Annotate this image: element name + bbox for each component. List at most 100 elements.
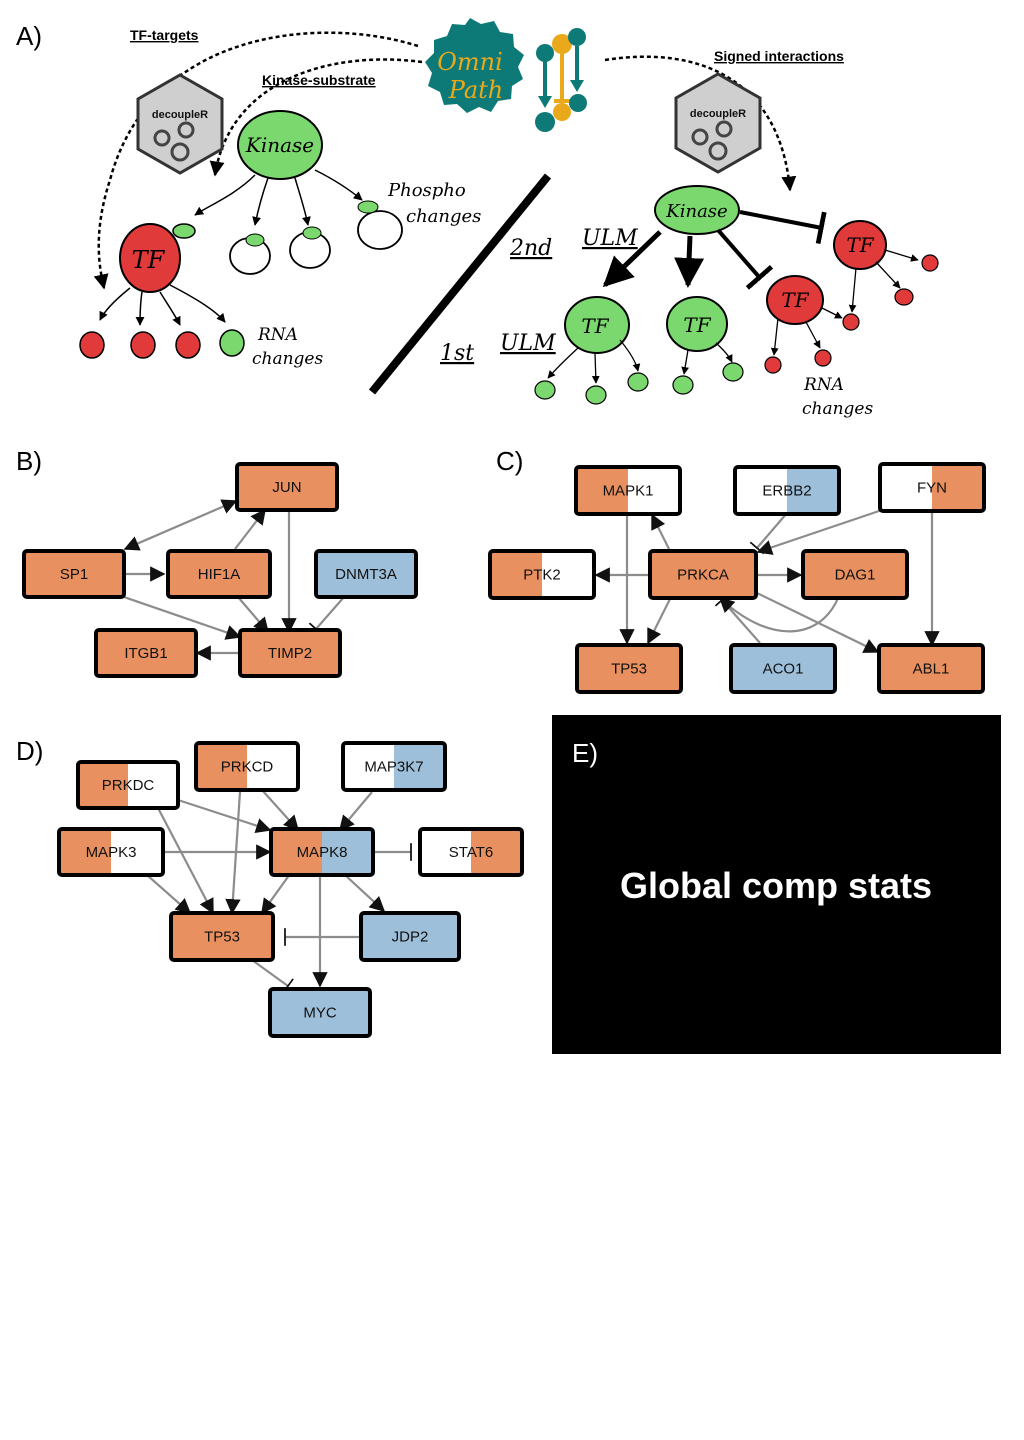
kinase-substrate-label: Kinase-substrate xyxy=(262,72,376,88)
node-stat6: STAT6 xyxy=(418,827,524,877)
node-border xyxy=(801,549,909,600)
svg-text:decoupleR: decoupleR xyxy=(152,109,208,121)
edge-map3k7-mapk8 xyxy=(339,791,373,832)
node-fill-segment xyxy=(361,913,459,960)
node-myc: MYC xyxy=(268,987,372,1038)
node-fill-segment xyxy=(322,829,373,875)
edge-prkcd-mapk8 xyxy=(261,789,300,832)
node-jun: JUN xyxy=(235,462,339,512)
node-dag1: DAG1 xyxy=(801,549,909,600)
node-label: PRKCD xyxy=(221,759,274,776)
rna-dots-right xyxy=(534,254,939,405)
node-label: JDP2 xyxy=(392,929,429,946)
svg-text:decoupleR: decoupleR xyxy=(690,108,746,120)
node-label: ACO1 xyxy=(763,661,804,678)
edge-mapk8-jdp2 xyxy=(344,874,386,913)
node-border xyxy=(729,643,837,694)
tf-red-node-right: TF xyxy=(833,220,887,270)
node-prkdc: PRKDC xyxy=(76,760,180,810)
node-fill-segment xyxy=(59,829,112,875)
node-fill-segment xyxy=(394,743,445,790)
omnipath-logo: Omni Path xyxy=(425,18,587,132)
panel-e-label: E) xyxy=(572,738,598,768)
svg-text:TF: TF xyxy=(581,314,609,338)
node-border xyxy=(194,741,300,792)
node-border xyxy=(341,741,447,792)
node-label: DNMT3A xyxy=(335,566,397,583)
node-fill-segment xyxy=(577,645,681,692)
signed-interactions-label: Signed interactions xyxy=(714,48,844,64)
node-fill-segment xyxy=(471,829,522,875)
edge-sp1-timp2 xyxy=(123,595,242,640)
node-label: PTK2 xyxy=(523,567,561,584)
phospho-changes-line2: changes xyxy=(406,206,481,227)
node-jdp2: JDP2 xyxy=(359,911,461,962)
node-fill-segment xyxy=(171,913,273,960)
node-fill-segment xyxy=(316,551,416,597)
node-fill-segment xyxy=(128,762,178,808)
node-tp53: TP53 xyxy=(169,911,275,962)
edge-dnmt3a-timp2 xyxy=(308,596,345,636)
node-border xyxy=(574,465,682,516)
node-border xyxy=(94,628,198,678)
node-border xyxy=(268,987,372,1038)
node-ptk2: PTK2 xyxy=(488,549,596,600)
node-fill-segment xyxy=(96,630,196,676)
node-fyn: FYN xyxy=(878,462,986,513)
node-fill-segment xyxy=(240,630,340,676)
left-tf-node: TF xyxy=(119,223,196,293)
node-fill-segment xyxy=(803,551,907,598)
rna-changes-left-line2: changes xyxy=(252,349,323,369)
node-label: ABL1 xyxy=(913,661,950,678)
ulm-top-label: ULM xyxy=(582,226,638,251)
node-tp53: TP53 xyxy=(575,643,683,694)
panel-e: E) Global comp stats xyxy=(552,715,1001,1054)
node-fill-segment xyxy=(490,551,543,598)
edge-hif1a-jun xyxy=(234,508,266,550)
left-kinase-node: Kinase xyxy=(237,110,323,180)
svg-text:Path: Path xyxy=(448,76,503,104)
node-fill-segment xyxy=(879,645,983,692)
node-prkca: PRKCA xyxy=(648,549,758,600)
edge-mapk8-tp53 xyxy=(261,873,291,915)
node-fill-segment xyxy=(787,467,839,514)
rna-changes-right-line2: changes xyxy=(802,399,873,419)
node-fill-segment xyxy=(196,743,248,790)
node-fill-segment xyxy=(932,464,984,511)
node-border xyxy=(76,760,180,810)
node-label: FYN xyxy=(917,480,947,497)
second-ulm-label: 2nd xyxy=(509,236,552,261)
node-fill-segment xyxy=(24,551,124,597)
decoupler-logo-left: decoupleR xyxy=(136,73,224,175)
node-label: TP53 xyxy=(611,661,647,678)
node-mapk3: MAPK3 xyxy=(57,827,165,877)
node-label: TIMP2 xyxy=(268,645,312,662)
node-border xyxy=(269,827,375,877)
node-fill-segment xyxy=(343,743,395,790)
node-fill-segment xyxy=(420,829,472,875)
panel-d-edges xyxy=(146,789,412,994)
node-timp2: TIMP2 xyxy=(238,628,342,678)
tf-red-node-mid: TF xyxy=(766,275,824,325)
node-border xyxy=(878,462,986,513)
edge-prkca-mapk1 xyxy=(651,513,671,552)
panel-c: C) MAPK1 ERBB2 FYN PTK2 PRKCA DAG1 TP53 ACO1 ABL… xyxy=(488,446,986,694)
node-border xyxy=(733,465,841,516)
edge-prkdc-mapk8 xyxy=(177,798,272,834)
panel-a-label: A) xyxy=(16,21,42,51)
svg-text:Kinase: Kinase xyxy=(245,133,314,157)
edge-jun-sp1 xyxy=(123,499,238,551)
node-fill-segment xyxy=(247,743,298,790)
node-fill-segment xyxy=(168,551,270,597)
node-fill-segment xyxy=(271,829,323,875)
node-map3k7: MAP3K7 xyxy=(341,741,447,792)
node-border xyxy=(488,549,596,600)
node-border xyxy=(169,911,275,962)
rna-dots-left xyxy=(79,329,245,359)
kinase-substrate-arrow xyxy=(209,58,423,177)
divider-line xyxy=(368,173,552,395)
panel-d-label: D) xyxy=(16,736,43,766)
node-label: ERBB2 xyxy=(762,483,811,500)
node-itgb1: ITGB1 xyxy=(94,628,198,678)
right-kinase-node: Kinase xyxy=(654,185,740,235)
